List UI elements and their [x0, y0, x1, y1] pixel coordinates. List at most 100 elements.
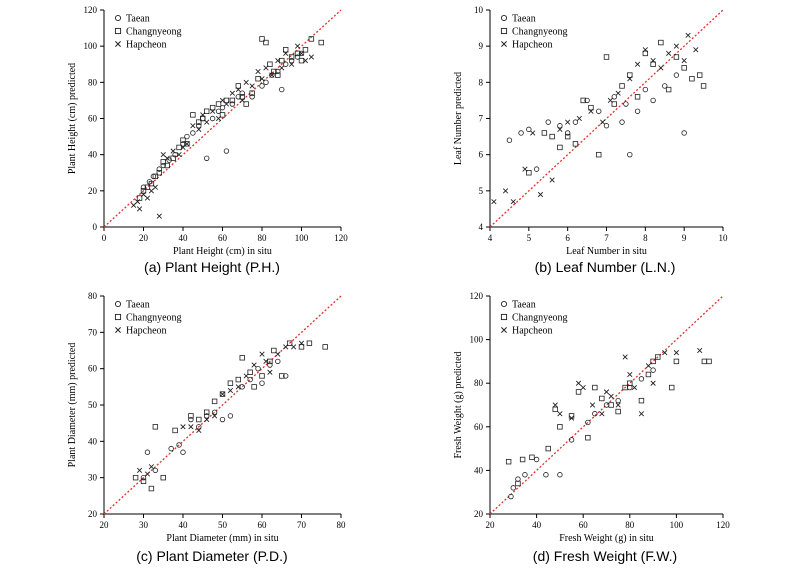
- legend-label: Taean: [512, 300, 536, 311]
- data-point-changnyeong: [140, 188, 147, 194]
- data-point-hapcheon: [243, 373, 249, 379]
- data-point-changnyeong: [689, 76, 695, 82]
- x-tick-label: 10: [719, 233, 729, 243]
- data-point-hapcheon: [510, 199, 516, 205]
- data-point-hapcheon: [650, 380, 656, 386]
- data-point-hapcheon: [631, 384, 638, 391]
- panel-leaf-number: 4 5 6 7 8 9 10 4 5 6 7 8 9 10 Leaf Number in situ Leaf …: [453, 5, 728, 275]
- data-point-hapcheon: [580, 384, 586, 391]
- legend-marker-circle: [500, 300, 508, 308]
- panel-caption: (c) Plant Diameter (P.D.): [136, 548, 287, 564]
- data-point-changnyeong: [279, 373, 285, 379]
- x-tick-label: 20: [100, 520, 110, 530]
- data-point-hapcheon: [537, 191, 544, 198]
- data-point-changnyeong: [196, 416, 202, 423]
- data-point-changnyeong: [634, 94, 641, 100]
- legend-marker-square: [114, 313, 122, 321]
- data-point-hapcheon: [283, 344, 289, 350]
- data-point-changnyeong: [203, 409, 210, 415]
- data-point-changnyeong: [706, 358, 712, 365]
- data-point-changnyeong: [259, 36, 265, 42]
- data-point-taean: [572, 119, 579, 125]
- data-point-taean: [168, 445, 174, 452]
- data-point-taean: [298, 50, 305, 57]
- data-point-changnyeong: [564, 133, 571, 140]
- data-point-hapcheon: [136, 206, 143, 212]
- data-point-taean: [515, 476, 521, 482]
- data-point-hapcheon: [269, 72, 275, 78]
- data-point-taean: [518, 130, 524, 136]
- data-point-changnyeong: [263, 39, 269, 46]
- data-point-hapcheon: [650, 58, 656, 64]
- y-tick-label: 70: [88, 327, 98, 337]
- legend-marker-square: [500, 27, 508, 35]
- data-point-changnyeong: [658, 39, 664, 46]
- data-point-hapcheon: [196, 126, 202, 132]
- data-point-taean: [188, 416, 194, 423]
- data-point-changnyeong: [596, 151, 602, 158]
- y-tick-label: 30: [88, 473, 98, 483]
- x-tick-label: 120: [334, 233, 348, 243]
- data-point-changnyeong: [592, 384, 598, 391]
- x-tick-label: 6: [565, 233, 570, 243]
- y-tick-label: 40: [474, 465, 484, 475]
- x-tick-label: 80: [337, 520, 347, 530]
- data-point-changnyeong: [650, 61, 656, 67]
- data-point-hapcheon: [673, 43, 680, 49]
- data-point-changnyeong: [190, 112, 196, 118]
- data-point-changnyeong: [526, 170, 532, 176]
- data-point-hapcheon: [557, 411, 563, 417]
- data-point-taean: [557, 123, 563, 129]
- y-axis-label: Leaf Number predicted: [453, 72, 464, 165]
- data-point-hapcheon: [180, 424, 186, 430]
- data-point-changnyeong: [615, 408, 621, 415]
- data-point-changnyeong: [243, 101, 249, 107]
- data-point-taean: [615, 397, 621, 404]
- data-point-changnyeong: [235, 83, 241, 89]
- y-tick-label: 4: [479, 222, 484, 232]
- x-tick-label: 7: [604, 233, 609, 243]
- data-point-changnyeong: [188, 413, 194, 419]
- data-point-taean: [642, 86, 649, 93]
- x-tick-label: 40: [179, 520, 189, 530]
- y-tick-label: 40: [88, 150, 98, 160]
- x-tick-label: 20: [139, 233, 149, 243]
- data-point-hapcheon: [255, 68, 261, 75]
- x-tick-label: 100: [670, 520, 684, 530]
- data-point-taean: [288, 57, 295, 64]
- data-point-changnyeong: [681, 65, 687, 71]
- y-tick-label: 60: [88, 114, 98, 124]
- data-point-taean: [650, 367, 656, 373]
- data-point-changnyeong: [298, 57, 305, 64]
- data-point-hapcheon: [243, 79, 249, 85]
- data-point-taean: [140, 184, 147, 190]
- data-point-hapcheon: [608, 393, 614, 399]
- data-point-hapcheon: [662, 350, 668, 356]
- data-point-changnyeong: [259, 373, 265, 379]
- data-point-changnyeong: [585, 434, 591, 441]
- data-point-hapcheon: [275, 351, 281, 357]
- data-point-taean: [235, 94, 241, 100]
- data-point-taean: [247, 376, 253, 383]
- data-point-taean: [166, 157, 172, 163]
- data-point-hapcheon: [588, 108, 594, 114]
- data-point-taean: [638, 376, 645, 382]
- data-point-changnyeong: [267, 61, 273, 67]
- data-point-hapcheon: [685, 32, 691, 38]
- data-point-changnyeong: [247, 369, 253, 375]
- data-point-changnyeong: [557, 424, 563, 430]
- data-point-taean: [557, 472, 563, 478]
- x-axis-label: Fresh Weight (g) in situ: [559, 533, 654, 544]
- data-point-taean: [219, 416, 226, 423]
- x-tick-label: 60: [218, 233, 228, 243]
- data-point-taean: [180, 449, 186, 455]
- data-point-taean: [160, 162, 166, 169]
- data-point-hapcheon: [576, 115, 582, 122]
- data-point-hapcheon: [599, 119, 606, 125]
- data-point-hapcheon: [235, 384, 241, 390]
- legend-label: Changnyeong: [512, 27, 568, 38]
- legend-label: Changnyeong: [512, 313, 568, 324]
- data-point-changnyeong: [557, 144, 563, 151]
- data-point-changnyeong: [302, 47, 309, 53]
